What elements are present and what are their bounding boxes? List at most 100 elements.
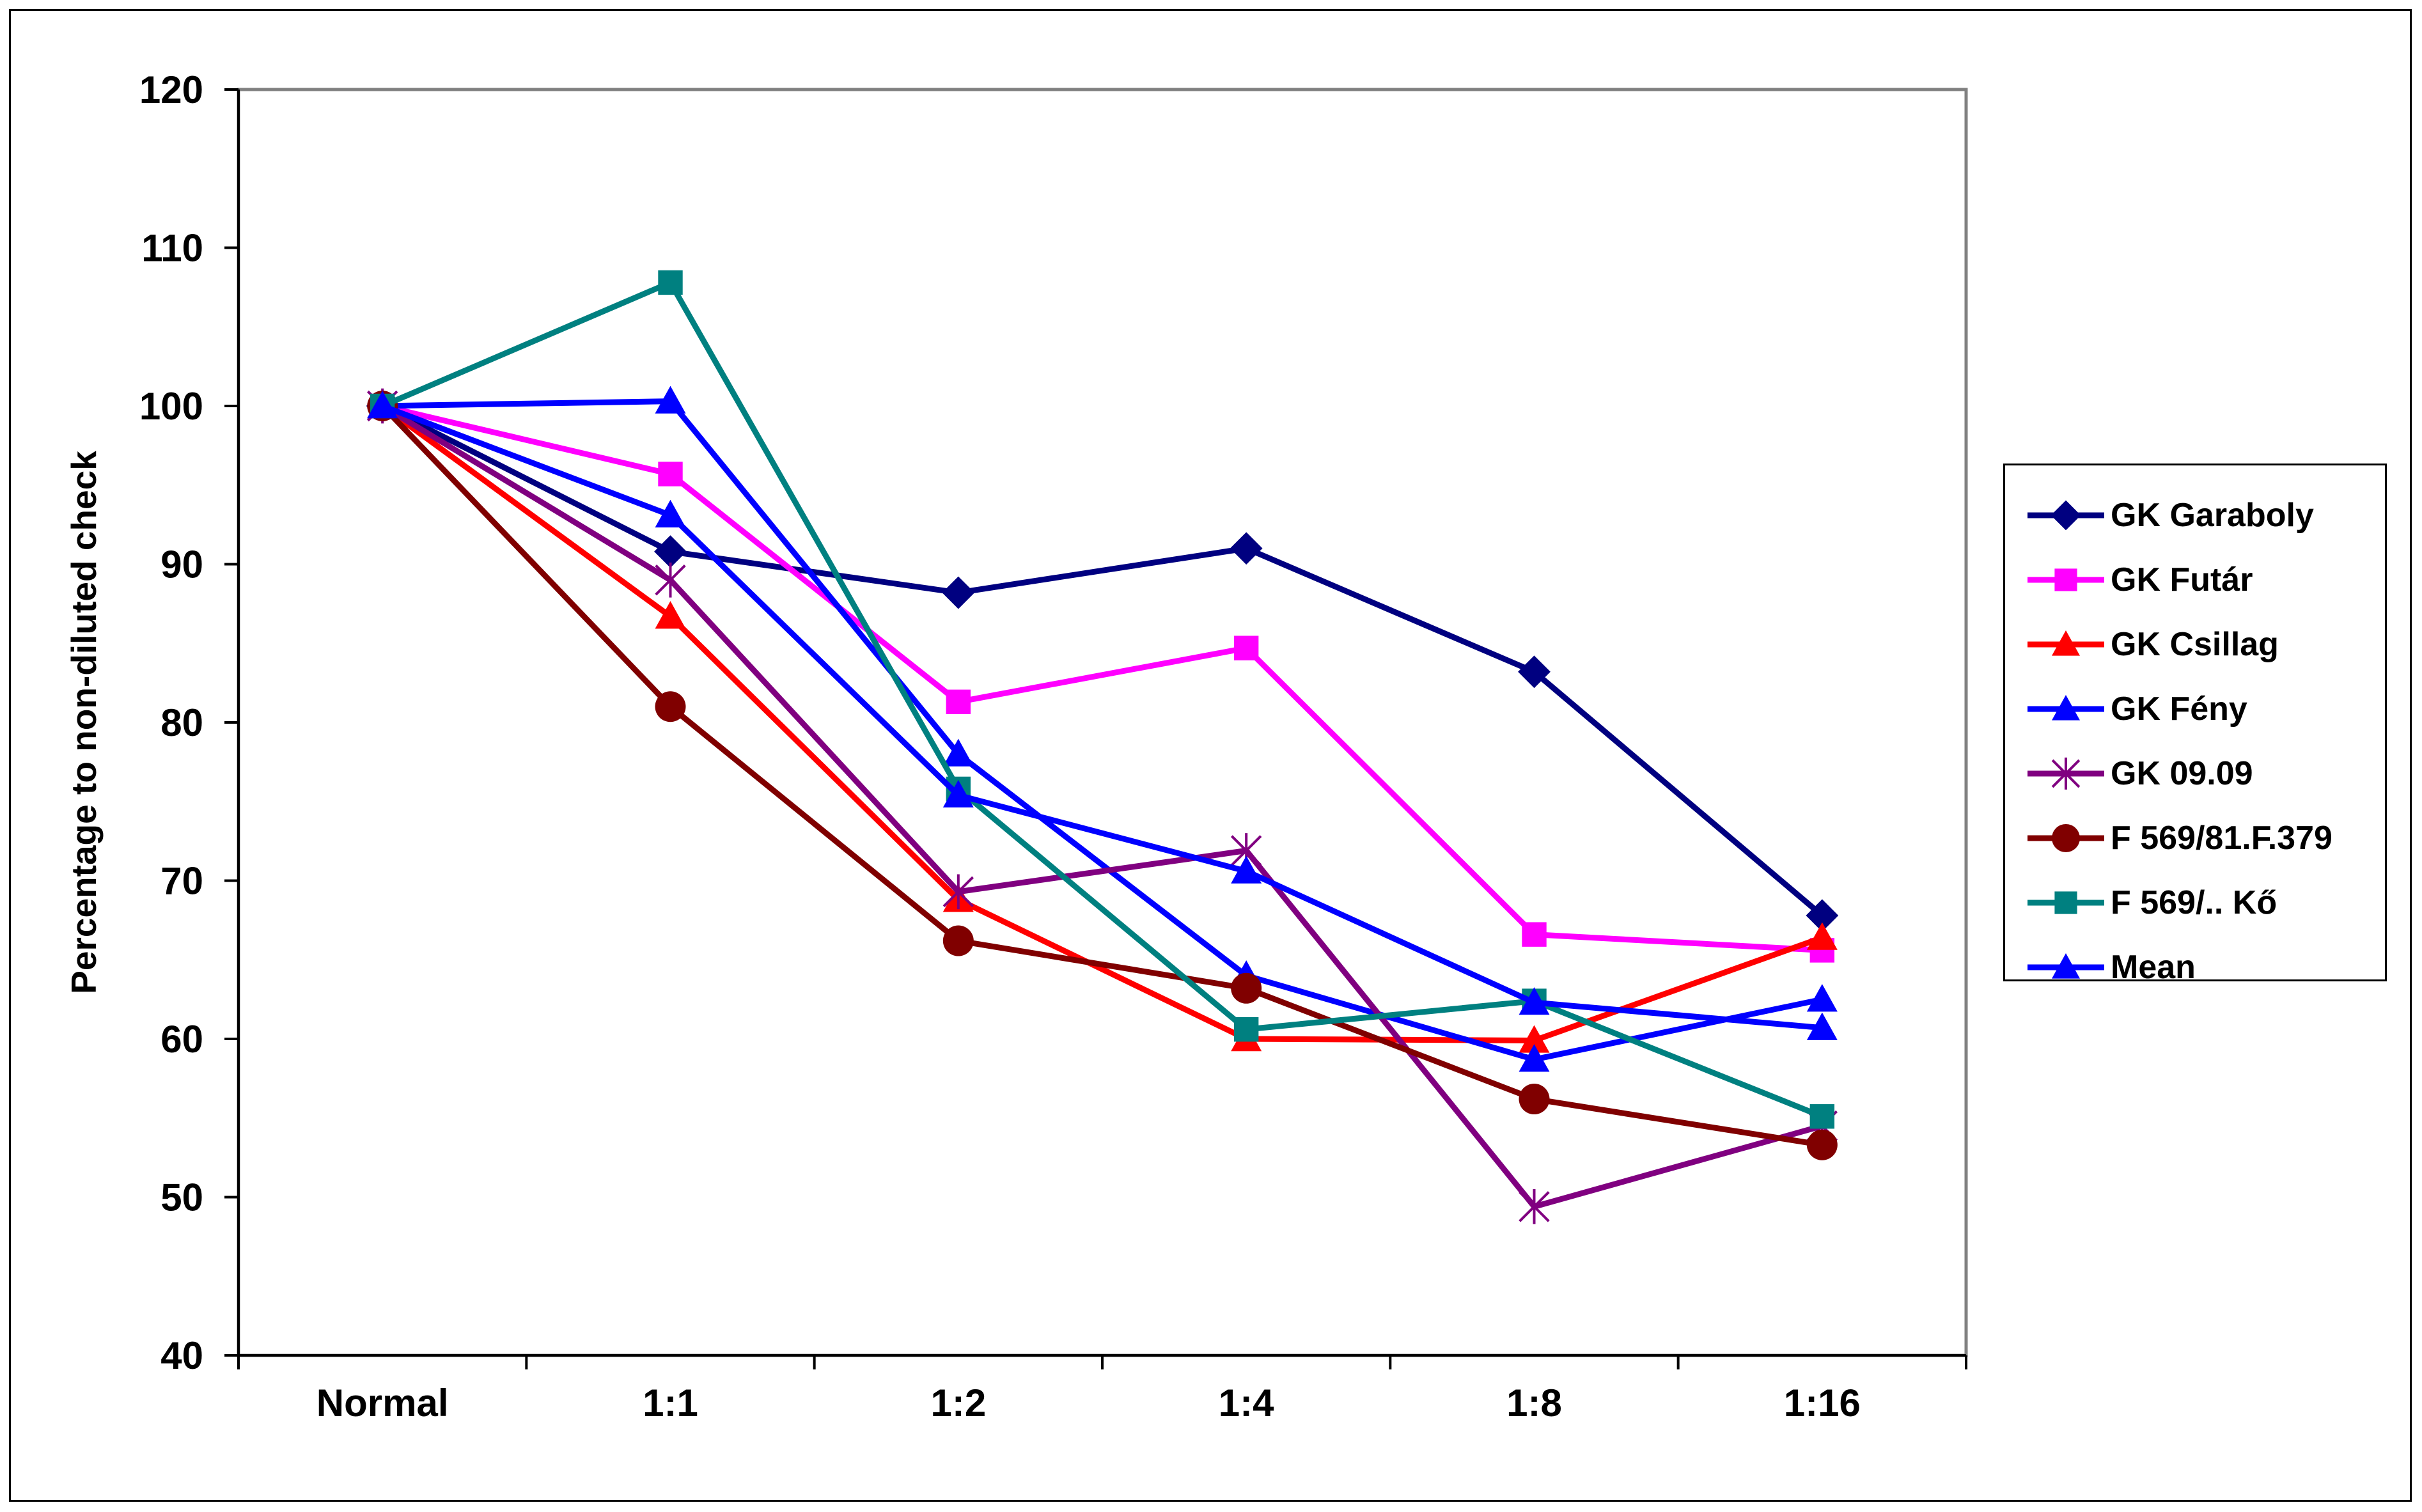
legend-swatch [2027, 630, 2104, 656]
data-point [1231, 855, 1262, 884]
data-point [942, 576, 975, 609]
data-point [655, 562, 686, 598]
data-point [1806, 1129, 1838, 1160]
data-point [655, 601, 686, 629]
series-7 [367, 391, 1838, 1040]
legend-label: GK Futár [2111, 561, 2253, 598]
x-tick-label: Normal [316, 1382, 449, 1424]
legend-label: F 569/81.F.379 [2111, 820, 2332, 857]
data-point [655, 691, 686, 722]
data-point [946, 689, 971, 715]
series-line [382, 403, 1823, 953]
y-tick-label: 50 [160, 1176, 203, 1219]
series-4 [366, 388, 1838, 1224]
axes: 40 50 60 70 80 90 100 110 120 Normal 1:1 1:2 1:4 1:8 1… [139, 68, 1968, 1424]
legend-label: Mean [2111, 949, 2196, 986]
data-point [654, 535, 687, 568]
y-tick-label: 110 [141, 227, 203, 270]
data-point [1519, 1025, 1550, 1053]
legend-swatch [2027, 953, 2104, 979]
legend-label: GK Garaboly [2111, 497, 2314, 534]
y-tick-label: 60 [160, 1018, 203, 1061]
y-tick-label: 90 [160, 543, 203, 586]
legend-swatch [2027, 695, 2104, 721]
data-point [942, 925, 974, 956]
data-point [1233, 1017, 1259, 1042]
data-point [1233, 635, 1259, 660]
legend-label: GK Fény [2111, 690, 2247, 728]
data-point [1806, 984, 1838, 1012]
y-tick-label: 100 [139, 385, 203, 428]
legend-item: F 569/.. Kő [2005, 871, 2385, 935]
legend-swatch [2027, 500, 2104, 531]
series-6 [370, 270, 1835, 1129]
legend-marker [2051, 757, 2081, 790]
data-point [1806, 1012, 1838, 1040]
legend-item: GK 09.09 [2005, 742, 2385, 806]
legend-label: GK 09.09 [2111, 755, 2253, 792]
data-point [655, 499, 686, 527]
legend-marker [2052, 695, 2080, 721]
series-line [381, 279, 1824, 1119]
data-point [942, 874, 974, 910]
series-2 [367, 391, 1838, 1053]
legend: GK Garaboly GK Futár GK Csillag GK Fény GK 0… [2003, 464, 2387, 986]
legend-marker [2054, 568, 2077, 591]
data-point [1806, 922, 1838, 950]
data-point [1519, 1084, 1550, 1115]
series-line [380, 403, 1823, 1148]
legend-label: F 569/.. Kő [2111, 884, 2277, 921]
legend-label: GK Csillag [2111, 626, 2279, 663]
legend-item: GK Csillag [2005, 612, 2385, 676]
legend-marker [2054, 891, 2077, 914]
series-0 [366, 389, 1839, 932]
legend-item: GK Futár [2005, 548, 2385, 612]
data-point [1522, 922, 1547, 947]
legend-swatch [2027, 757, 2104, 790]
x-tick-label: 1:1 [643, 1382, 698, 1424]
data-point [1809, 1104, 1835, 1129]
legend-swatch [2027, 824, 2104, 852]
series-line [381, 403, 1824, 918]
y-tick-label: 80 [160, 701, 203, 744]
y-tick-label: 70 [160, 860, 203, 903]
legend-swatch [2027, 568, 2104, 591]
series-1 [370, 393, 1835, 963]
series-layer [366, 270, 1839, 1224]
series-line [380, 403, 1824, 1210]
data-point [1231, 972, 1262, 1004]
data-point [1519, 987, 1550, 1015]
y-tick-label: 40 [160, 1334, 203, 1377]
series-line [381, 403, 1823, 1031]
data-point [1518, 655, 1551, 689]
plot-area [237, 88, 1968, 1357]
data-point [658, 462, 683, 487]
legend-item: Mean [2005, 935, 2385, 999]
legend-marker [2051, 500, 2081, 531]
series-line [380, 403, 1824, 1043]
legend-item: F 569/81.F.379 [2005, 806, 2385, 870]
data-point [942, 738, 974, 767]
legend-item: GK Fény [2005, 677, 2385, 741]
legend-item: GK Garaboly [2005, 483, 2385, 547]
data-point [1230, 532, 1263, 565]
legend-marker [2052, 824, 2080, 852]
y-tick-label: 120 [139, 68, 203, 111]
data-point [655, 386, 686, 414]
data-point [367, 391, 398, 419]
data-point [658, 270, 683, 295]
data-point [942, 779, 974, 808]
data-point [1519, 1189, 1550, 1224]
y-axis-title: Percentage to non-diluted check [64, 451, 104, 994]
data-point [1519, 1044, 1550, 1072]
series-5 [367, 391, 1838, 1160]
legend-swatch [2027, 891, 2104, 914]
series-line [382, 398, 1823, 1063]
x-tick-label: 1:4 [1219, 1382, 1274, 1424]
x-tick-label: 1:2 [930, 1382, 986, 1424]
legend-marker [2052, 953, 2080, 979]
x-tick-label: 1:16 [1784, 1382, 1861, 1424]
legend-marker [2052, 630, 2080, 656]
x-tick-label: 1:8 [1506, 1382, 1562, 1424]
